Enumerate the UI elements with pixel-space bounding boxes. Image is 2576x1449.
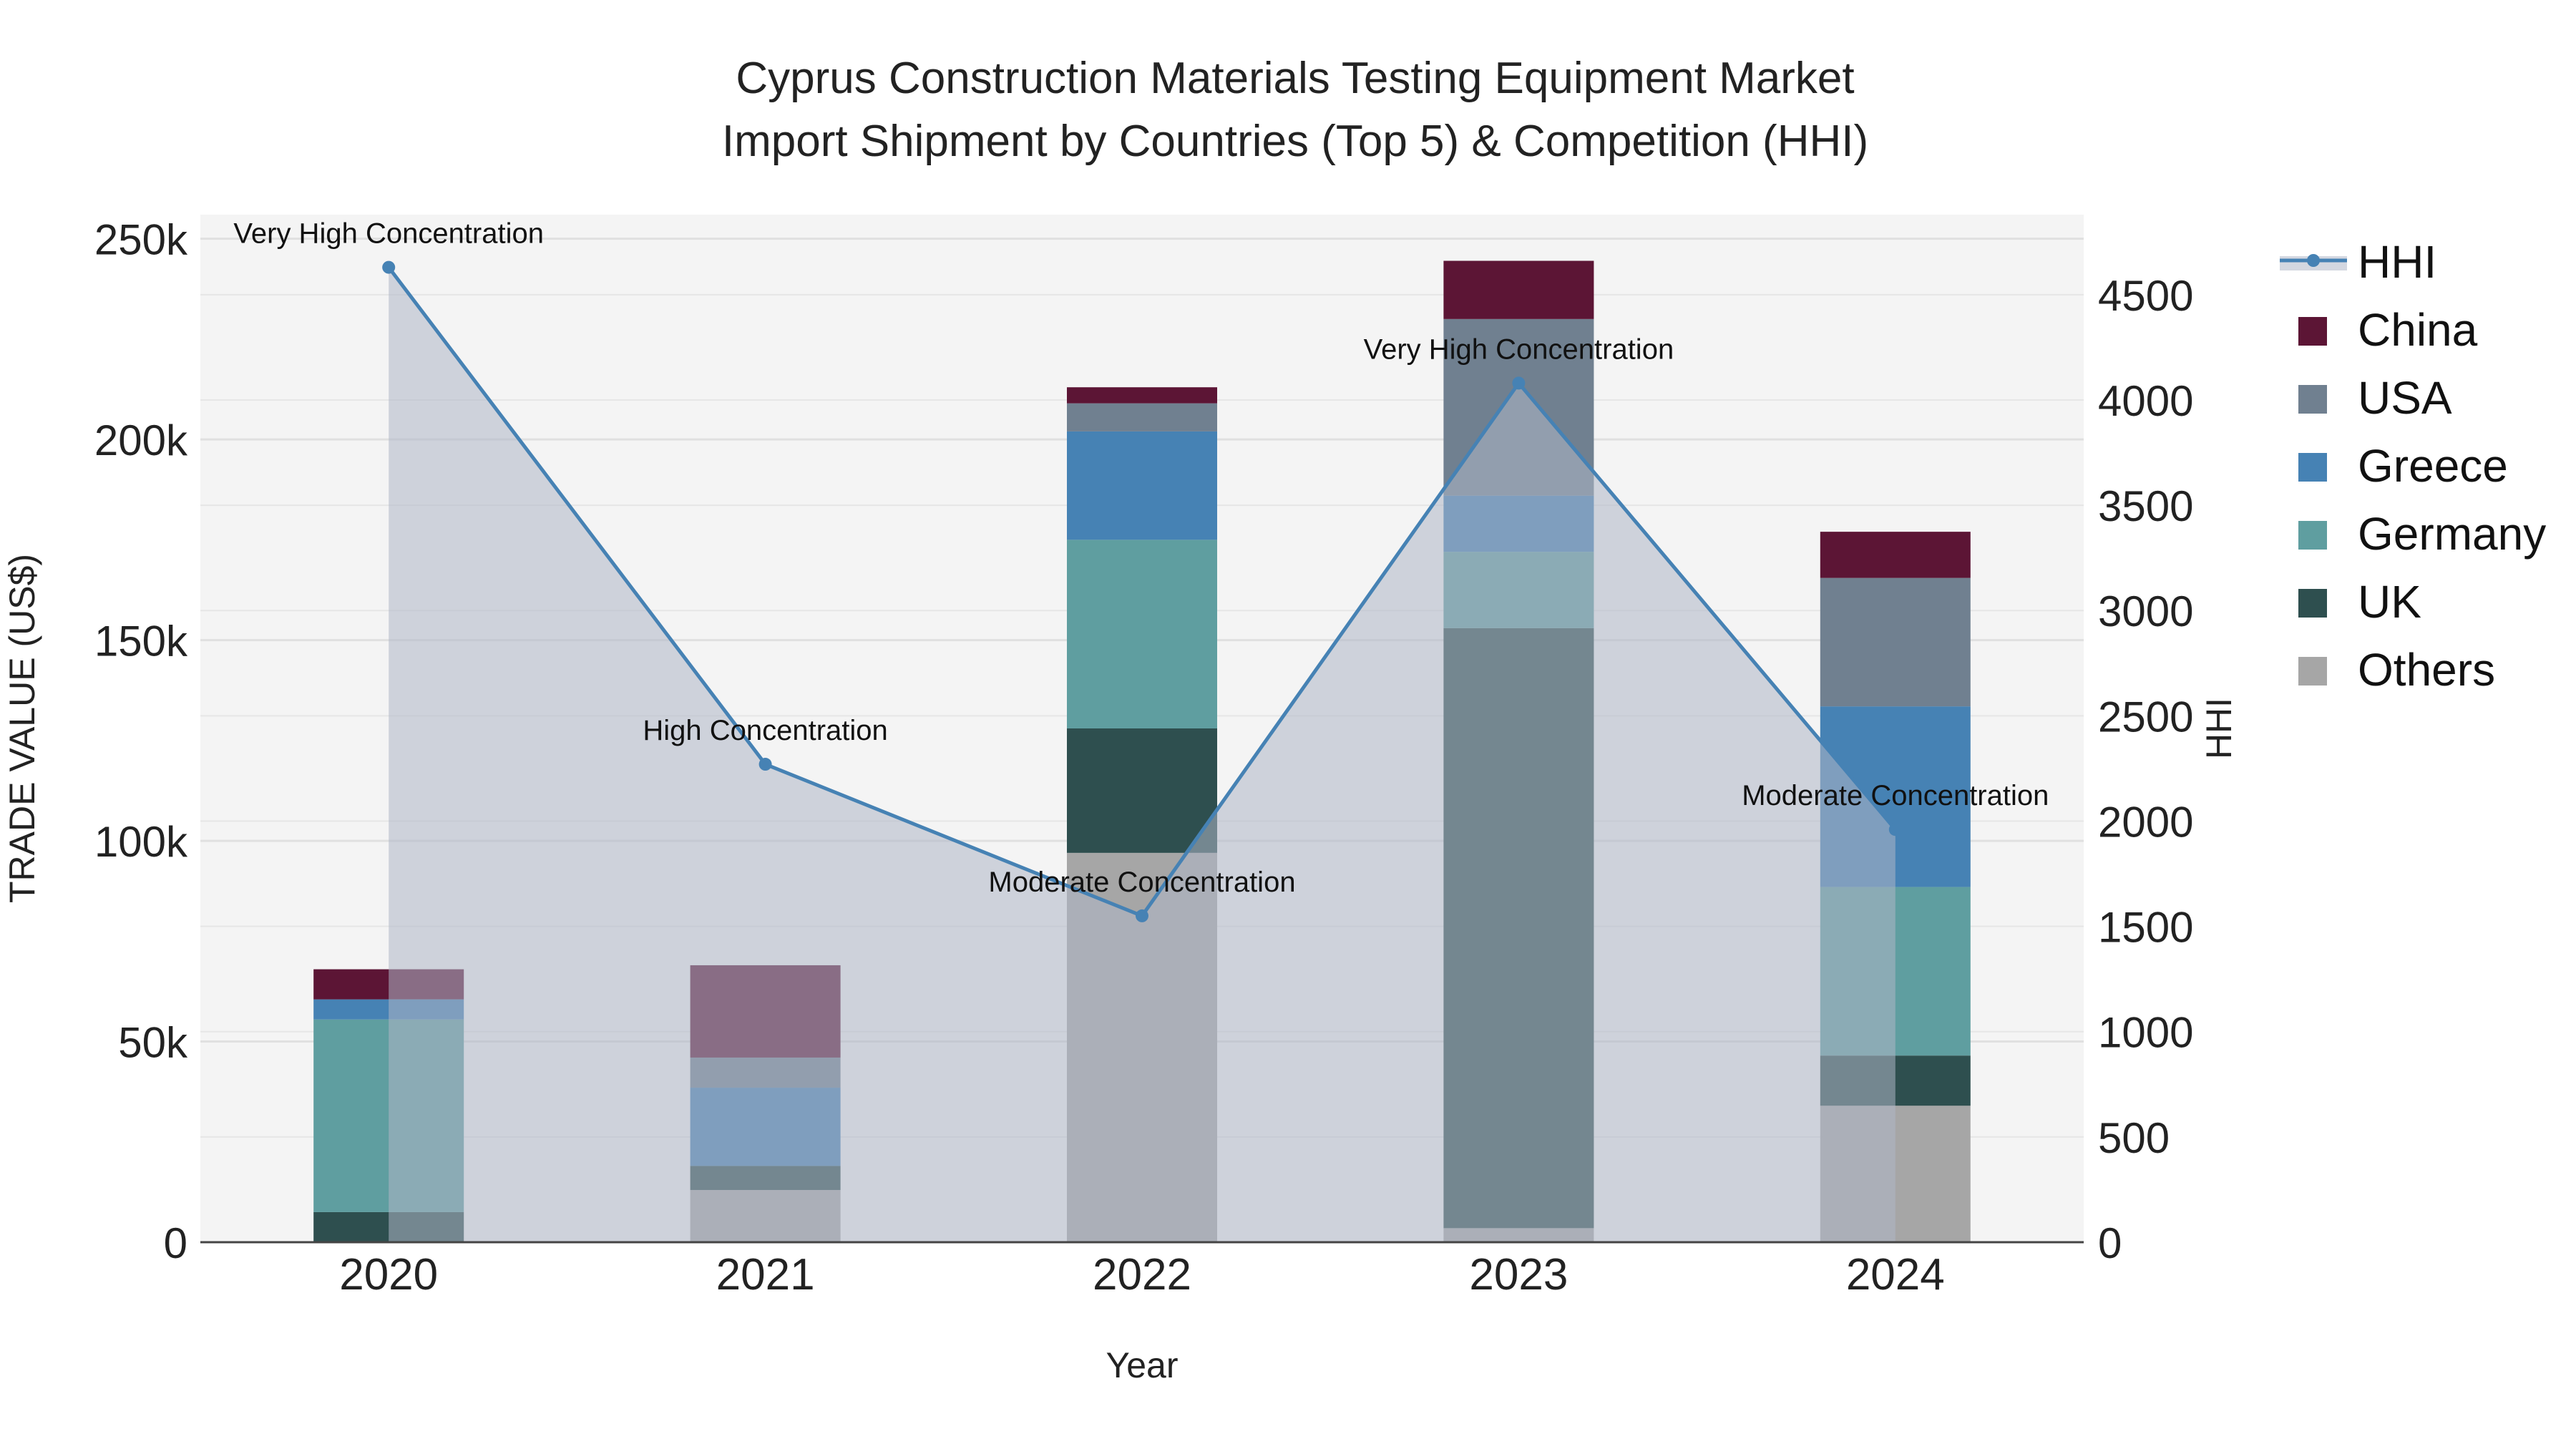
legend-item-greece: Greece <box>2298 440 2508 492</box>
y2-tick-3000: 3000 <box>2098 587 2193 635</box>
chart-title-line2: Import Shipment by Countries (Top 5) & C… <box>722 117 1868 166</box>
bar-china-2022 <box>1067 387 1217 403</box>
x-tick-2022: 2022 <box>1093 1250 1191 1299</box>
legend-swatch-germany <box>2298 521 2327 550</box>
y-tick-200k: 200k <box>94 416 188 464</box>
bar-uk-2022 <box>1067 728 1217 853</box>
legend-swatch-usa <box>2298 385 2327 414</box>
bar-greece-2022 <box>1067 431 1217 540</box>
bar-germany-2022 <box>1067 540 1217 728</box>
y2-tick-2500: 2500 <box>2098 693 2193 741</box>
bar-usa-2022 <box>1067 404 1217 431</box>
y-tick-0: 0 <box>164 1219 187 1267</box>
legend-item-others: Others <box>2298 644 2495 696</box>
hhi-annotation-2024: Moderate Concentration <box>1742 780 2049 811</box>
y2-tick-4000: 4000 <box>2098 377 2193 425</box>
y2-tick-1000: 1000 <box>2098 1009 2193 1057</box>
x-tick-2020: 2020 <box>339 1250 438 1299</box>
y2-tick-4500: 4500 <box>2098 272 2193 320</box>
y-axis-title: TRADE VALUE (US$) <box>2 554 42 903</box>
legend-label-china: China <box>2358 304 2478 356</box>
y-axis-ticks: 0 50k 100k 150k 200k 250k <box>94 216 188 1267</box>
legend-item-uk: UK <box>2298 576 2421 628</box>
legend-label-hhi: HHI <box>2358 236 2436 288</box>
legend-swatch-china <box>2298 317 2327 346</box>
y2-tick-1500: 1500 <box>2098 904 2193 952</box>
legend-item-china: China <box>2298 304 2478 356</box>
y2-axis-ticks: 0 500 1000 1500 2000 2500 3000 3500 4000 4500 <box>2098 272 2193 1267</box>
hhi-point-2021 <box>759 758 772 771</box>
hhi-point-2024 <box>1889 823 1902 836</box>
hhi-point-2020 <box>382 261 395 274</box>
legend-item-germany: Germany <box>2298 508 2546 560</box>
x-tick-2021: 2021 <box>716 1250 815 1299</box>
legend-label-germany: Germany <box>2358 508 2546 560</box>
legend: HHI China USA Greece Germany UK Others <box>2280 236 2546 696</box>
y-tick-150k: 150k <box>94 618 188 665</box>
y-tick-50k: 50k <box>118 1019 188 1067</box>
y-tick-250k: 250k <box>94 216 188 264</box>
y2-tick-0: 0 <box>2098 1219 2122 1267</box>
hhi-annotation-2022: Moderate Concentration <box>988 867 1295 898</box>
chart-title-line1: Cyprus Construction Materials Testing Eq… <box>736 54 1854 103</box>
chart: Very High Concentration High Concentratio… <box>0 0 2576 1449</box>
x-axis-title: Year <box>1106 1345 1178 1385</box>
hhi-annotation-2020: Very High Concentration <box>233 218 544 250</box>
legend-label-greece: Greece <box>2358 440 2508 492</box>
legend-swatch-greece <box>2298 453 2327 482</box>
hhi-point-2023 <box>1512 376 1525 389</box>
hhi-annotation-2021: High Concentration <box>643 715 887 746</box>
y2-axis-title: HHI <box>2199 698 2239 759</box>
hhi-point-2022 <box>1136 909 1148 922</box>
legend-item-hhi: HHI <box>2280 236 2436 288</box>
bar-china-2024 <box>1820 532 1971 578</box>
legend-label-others: Others <box>2358 644 2495 696</box>
x-tick-2023: 2023 <box>1469 1250 1568 1299</box>
y2-tick-500: 500 <box>2098 1114 2170 1162</box>
y2-tick-2000: 2000 <box>2098 798 2193 846</box>
y-tick-100k: 100k <box>94 818 188 866</box>
bar-usa-2024 <box>1820 578 1971 707</box>
legend-item-usa: USA <box>2298 372 2452 424</box>
x-axis-ticks: 2020 2021 2022 2023 2024 <box>339 1250 1945 1299</box>
hhi-annotation-2023: Very High Concentration <box>1364 333 1674 365</box>
bar-china-2023 <box>1443 261 1594 319</box>
legend-swatch-others <box>2298 657 2327 686</box>
legend-swatch-uk <box>2298 589 2327 618</box>
legend-label-usa: USA <box>2358 372 2452 424</box>
x-tick-2024: 2024 <box>1846 1250 1945 1299</box>
y2-tick-3500: 3500 <box>2098 482 2193 530</box>
legend-swatch-hhi-point <box>2307 254 2320 267</box>
legend-label-uk: UK <box>2358 576 2421 628</box>
